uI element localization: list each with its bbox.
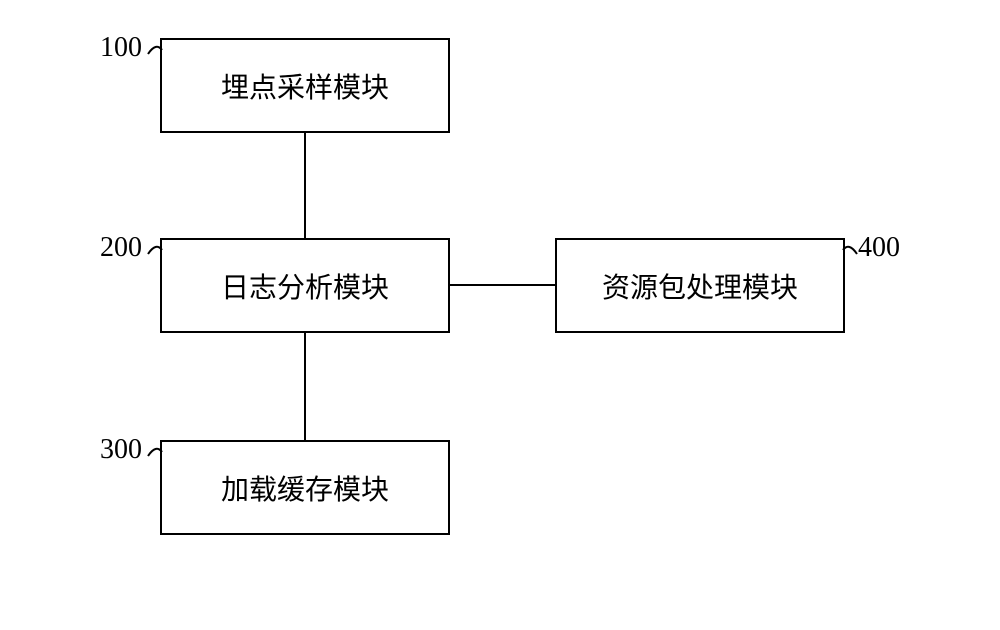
node-number-100: 100 (100, 32, 142, 64)
node-number-300: 300 (100, 434, 142, 466)
number-text: 100 (100, 32, 142, 63)
node-number-200: 200 (100, 232, 142, 264)
node-label: 埋点采样模块 (221, 66, 389, 106)
node-label: 日志分析模块 (221, 266, 389, 306)
node-sampling-module: 埋点采样模块 (160, 38, 450, 133)
number-text: 400 (858, 232, 900, 263)
node-load-cache-module: 加载缓存模块 (160, 440, 450, 535)
node-number-400: 400 (858, 232, 900, 264)
node-log-analysis-module: 日志分析模块 (160, 238, 450, 333)
callout-400 (843, 247, 857, 254)
diagram-canvas: 埋点采样模块 日志分析模块 加载缓存模块 资源包处理模块 100 200 300… (0, 0, 1000, 630)
edges-overlay (0, 0, 1000, 630)
node-resource-package-module: 资源包处理模块 (555, 238, 845, 333)
node-label: 加载缓存模块 (221, 468, 389, 508)
node-label: 资源包处理模块 (602, 266, 798, 306)
number-text: 200 (100, 232, 142, 263)
number-text: 300 (100, 434, 142, 465)
